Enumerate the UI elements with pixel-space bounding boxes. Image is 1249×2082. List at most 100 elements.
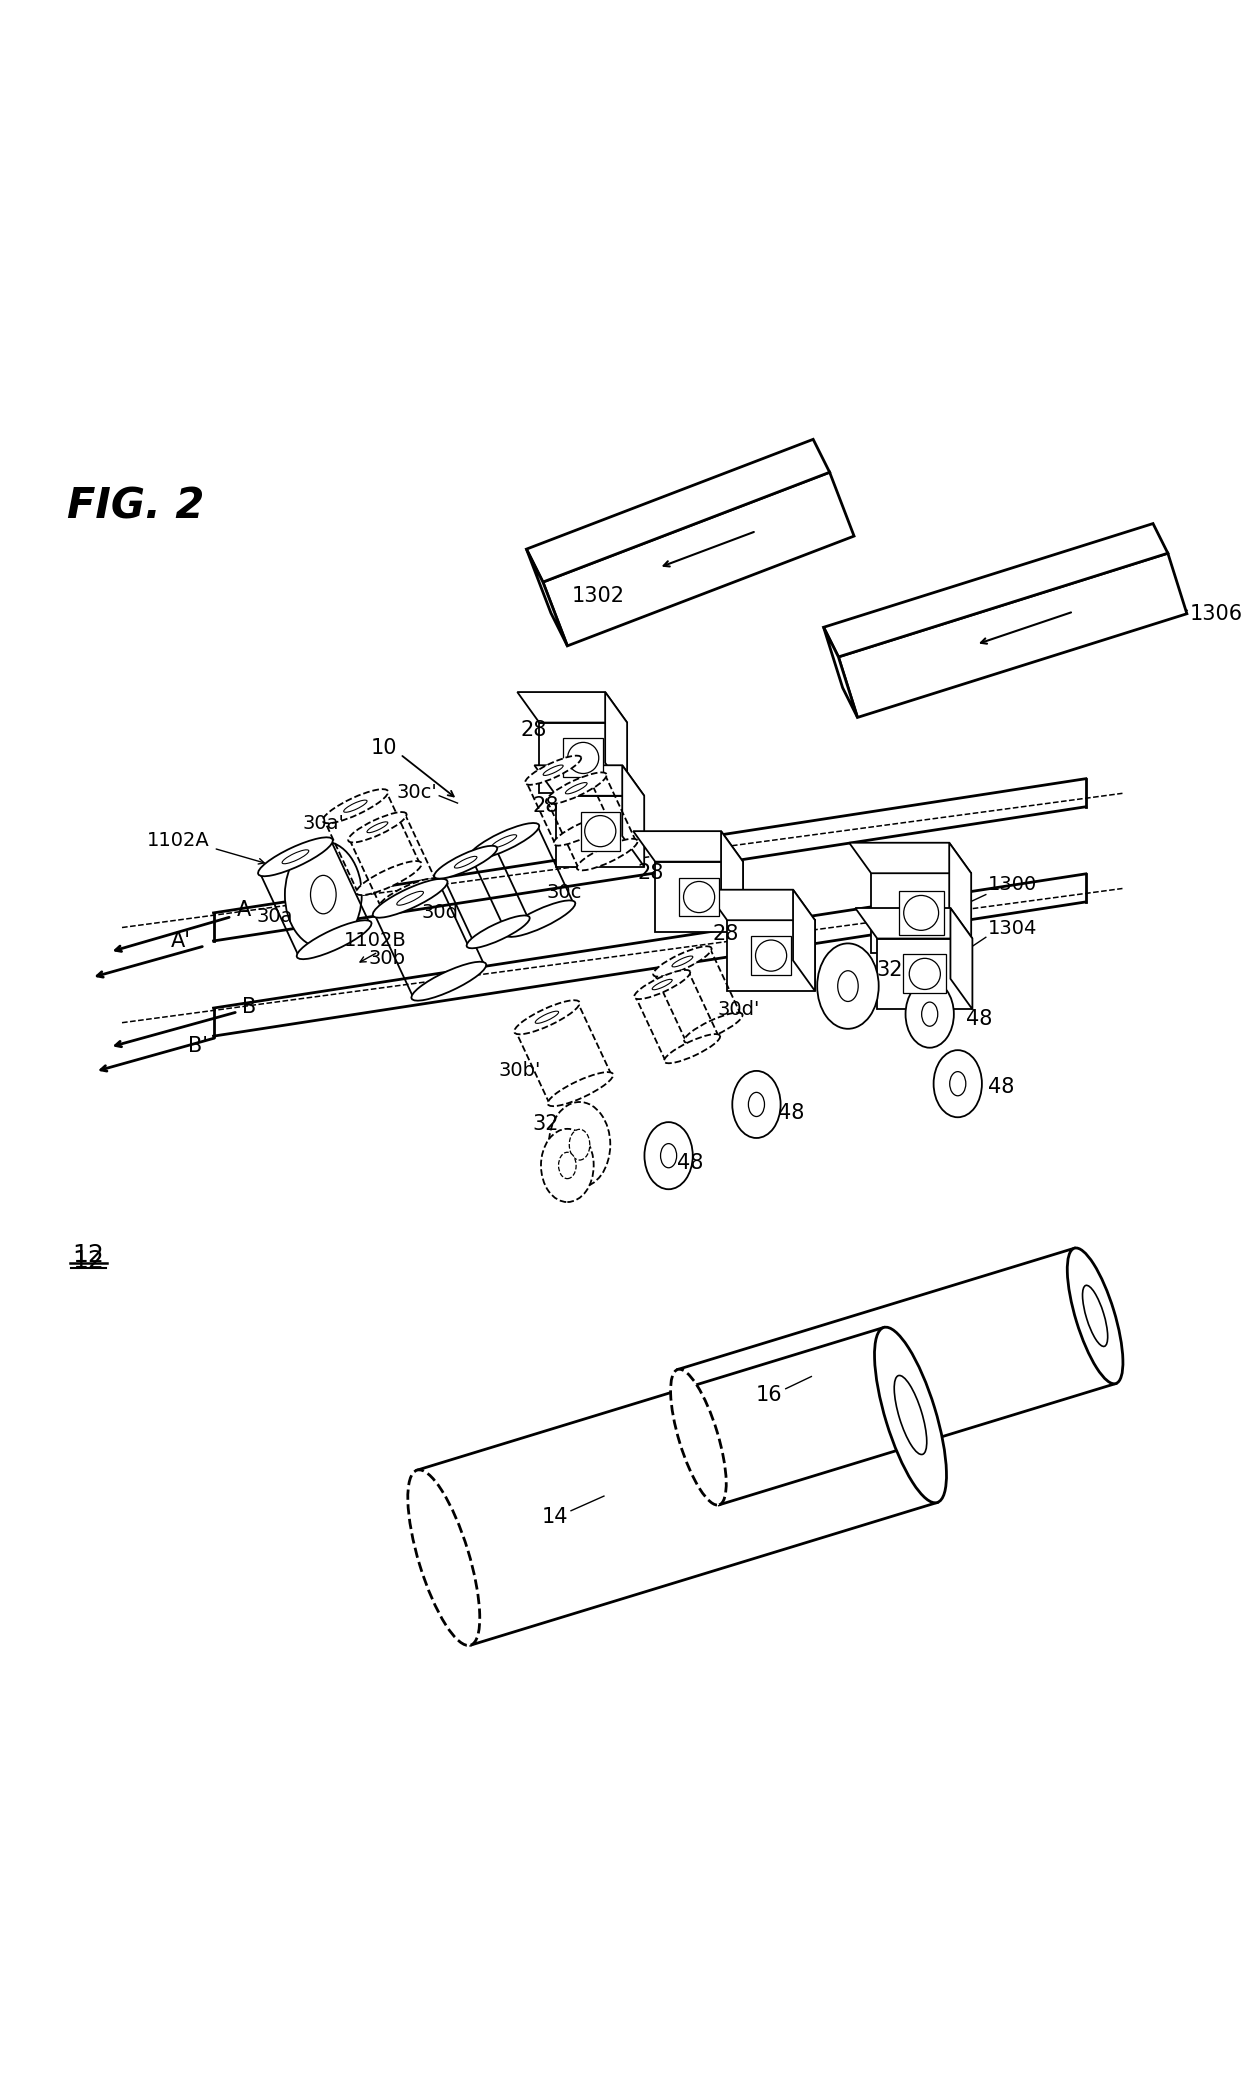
Ellipse shape [644, 1122, 693, 1189]
Ellipse shape [570, 1128, 590, 1160]
Text: 16: 16 [756, 1385, 782, 1405]
Text: 28: 28 [713, 924, 739, 943]
Ellipse shape [653, 945, 712, 976]
Polygon shape [727, 920, 816, 991]
Ellipse shape [311, 874, 336, 914]
Text: 30a': 30a' [302, 814, 343, 833]
Polygon shape [543, 473, 854, 645]
Polygon shape [679, 879, 719, 916]
Ellipse shape [661, 1143, 677, 1168]
Text: 1306: 1306 [1189, 604, 1243, 625]
Ellipse shape [348, 812, 407, 843]
Text: 30a: 30a [256, 908, 292, 926]
Text: 28: 28 [532, 795, 558, 816]
Ellipse shape [838, 970, 858, 1001]
Text: A': A' [171, 931, 191, 951]
Polygon shape [849, 843, 972, 872]
Polygon shape [517, 691, 627, 722]
Ellipse shape [505, 899, 576, 937]
Polygon shape [877, 939, 973, 1010]
Ellipse shape [411, 962, 486, 1001]
Polygon shape [563, 739, 603, 777]
Polygon shape [535, 766, 644, 795]
Ellipse shape [467, 916, 530, 947]
Polygon shape [540, 722, 627, 793]
Text: 32: 32 [532, 1114, 558, 1135]
Text: 1102B: 1102B [343, 931, 407, 951]
Text: 48: 48 [988, 1076, 1014, 1097]
Text: A: A [237, 899, 251, 920]
Ellipse shape [949, 1072, 965, 1095]
Ellipse shape [548, 1072, 613, 1106]
Text: 1302: 1302 [571, 585, 624, 606]
Text: 10: 10 [371, 739, 397, 758]
Text: 48: 48 [778, 1103, 804, 1122]
Text: 30c': 30c' [396, 783, 437, 802]
Polygon shape [823, 523, 1168, 658]
Polygon shape [793, 889, 816, 991]
Polygon shape [656, 862, 743, 933]
Text: 30c: 30c [547, 883, 582, 902]
Polygon shape [752, 937, 791, 974]
Ellipse shape [1068, 1247, 1123, 1385]
Polygon shape [823, 627, 858, 718]
Ellipse shape [525, 756, 581, 785]
Ellipse shape [372, 879, 447, 918]
Text: 30b': 30b' [498, 1062, 541, 1081]
Text: 30d': 30d' [717, 999, 759, 1018]
Polygon shape [949, 843, 972, 954]
Ellipse shape [906, 981, 954, 1047]
Ellipse shape [922, 1001, 938, 1026]
Ellipse shape [408, 1470, 480, 1645]
Text: 1304: 1304 [988, 920, 1038, 939]
Polygon shape [526, 439, 829, 583]
Ellipse shape [817, 943, 879, 1029]
Ellipse shape [297, 920, 371, 960]
Polygon shape [950, 908, 973, 1010]
Ellipse shape [732, 1070, 781, 1139]
Ellipse shape [577, 839, 637, 870]
Text: 48: 48 [967, 1010, 993, 1029]
Ellipse shape [259, 837, 332, 877]
Text: B: B [242, 997, 256, 1016]
Polygon shape [556, 795, 644, 866]
Polygon shape [721, 831, 743, 933]
Text: 30d: 30d [422, 904, 458, 922]
Text: 28: 28 [637, 862, 663, 883]
Text: 1300: 1300 [988, 874, 1038, 895]
Ellipse shape [285, 841, 362, 947]
Ellipse shape [634, 970, 691, 999]
Text: 32: 32 [876, 960, 903, 981]
Text: B': B' [187, 1037, 207, 1056]
Ellipse shape [553, 816, 610, 845]
Ellipse shape [380, 879, 437, 910]
Polygon shape [581, 812, 620, 852]
Ellipse shape [322, 789, 388, 822]
Ellipse shape [933, 1049, 982, 1118]
Ellipse shape [748, 1093, 764, 1116]
Ellipse shape [558, 1151, 576, 1178]
Text: FIG. 2: FIG. 2 [67, 485, 205, 529]
Text: 30b: 30b [368, 949, 405, 968]
Text: 48: 48 [677, 1153, 703, 1172]
Text: 14: 14 [542, 1507, 568, 1526]
Polygon shape [903, 954, 947, 993]
Ellipse shape [470, 822, 540, 860]
Ellipse shape [671, 1370, 726, 1505]
Ellipse shape [515, 999, 580, 1035]
Polygon shape [898, 891, 944, 935]
Ellipse shape [546, 772, 607, 804]
Polygon shape [838, 554, 1187, 718]
Polygon shape [706, 889, 816, 920]
Polygon shape [606, 691, 627, 793]
Ellipse shape [684, 1012, 743, 1043]
Text: 1102A: 1102A [147, 831, 210, 849]
Ellipse shape [548, 1101, 611, 1187]
Ellipse shape [664, 1035, 721, 1064]
Text: 28: 28 [521, 720, 547, 739]
Ellipse shape [874, 1326, 947, 1503]
Polygon shape [871, 872, 972, 954]
Polygon shape [633, 831, 743, 862]
Text: 12: 12 [72, 1249, 104, 1272]
Text: 12: 12 [72, 1243, 104, 1266]
